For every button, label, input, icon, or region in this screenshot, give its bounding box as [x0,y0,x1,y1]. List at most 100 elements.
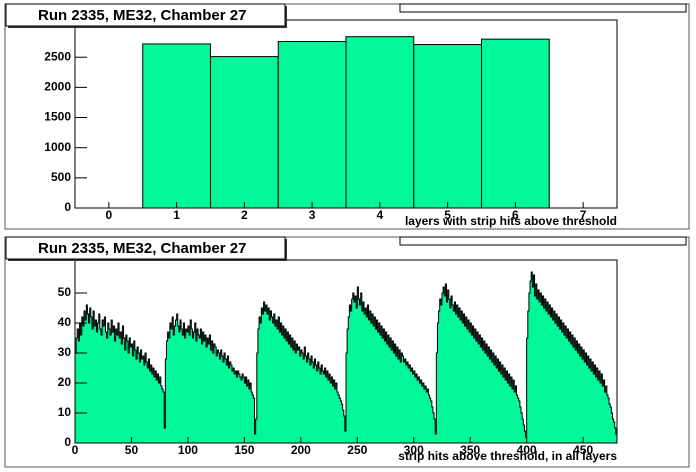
histogram-bar [225,359,227,443]
histogram-bar [489,359,491,443]
histogram-bar [281,335,284,443]
histogram-bar [87,314,89,443]
histogram-bar [364,314,366,443]
histogram-bar [339,398,341,443]
histogram-bar [327,380,330,443]
histogram-bar [510,377,513,443]
histogram-bar [158,383,160,443]
histogram-bar [490,350,492,443]
histogram-bar [166,341,168,443]
histogram-bar [182,335,184,443]
y-tick-label: 500 [51,170,71,184]
histogram-bar [257,329,260,443]
histogram-bar [411,368,413,443]
histogram-bar [103,326,105,443]
histogram-bar [96,332,98,443]
histogram-bar [106,338,109,443]
y-tick-label: 0 [64,435,71,449]
histogram-bar [219,359,221,443]
histogram-bar [291,338,294,443]
histogram-bar [294,341,296,443]
histogram-bar [430,401,433,443]
histogram-bar [221,356,224,443]
histogram-bar [240,380,243,443]
histogram-bar [353,302,356,443]
plot-frame [74,259,618,444]
histogram-bar [487,356,489,443]
histogram-bar [326,371,329,443]
histogram-bar [310,356,313,443]
histogram-bar [183,323,185,443]
histogram-bar [521,413,523,443]
histogram-bar [155,371,157,443]
histogram-bar [209,335,211,443]
histogram-bar [351,299,354,443]
histogram-bar [243,377,245,443]
histogram-bar [594,365,596,443]
histogram-bar [417,380,419,443]
x-tick-label: 150 [234,443,254,457]
histogram-bar [167,332,170,443]
histogram-bar [495,356,497,443]
histogram-bar [515,386,517,443]
histogram-bar [531,272,533,443]
histogram-bar [235,371,237,443]
histogram-bar [543,308,546,443]
histogram-bar [553,311,556,443]
histogram-bar [404,359,407,443]
histogram-bar [383,329,385,443]
histogram-bar [422,383,425,443]
y-tick-label: 20 [58,375,72,389]
histogram-bar [169,323,172,443]
histogram-bar [600,383,602,443]
histogram-bar [95,320,97,443]
histogram-bar [402,356,404,443]
histogram-bar [453,311,455,443]
histogram-bar [168,338,171,443]
histogram-bar [563,335,566,443]
x-tick-label: 400 [517,443,537,457]
histogram-bar [476,332,479,443]
histogram-bar [349,305,351,443]
histogram-bar [239,377,242,443]
histogram-bar [592,362,594,443]
histogram-bar [224,353,226,443]
histogram-bar [191,329,193,443]
histogram-bar [522,419,524,443]
y-tick-label: 10 [58,405,72,419]
histogram-bar [604,392,607,443]
histogram-bar [484,353,487,443]
histogram-bar [603,380,605,443]
histogram-bar [309,365,312,443]
histogram-bar [427,389,429,443]
x-tick-label: 6 [512,208,519,222]
histogram-bar [440,305,443,443]
histogram-bar [247,380,250,443]
histogram-bar [499,362,501,443]
histogram-bar [189,335,191,443]
histogram-bar [121,344,123,443]
histogram-bar [137,347,139,443]
histogram-bar [272,323,275,443]
histogram-bar [290,347,293,443]
histogram-bar [172,317,174,443]
histogram-bar [119,338,121,443]
histogram-bar [218,353,220,443]
histogram-bar [336,392,339,443]
histogram-bar [321,365,323,443]
histogram-bar [358,299,360,443]
histogram-bar [576,341,578,443]
histogram-bar [220,350,223,443]
histogram-bar [583,350,585,443]
histogram-bar [76,338,78,443]
histogram-bar [205,347,208,443]
histogram-bar [421,386,424,443]
histogram-bar [443,287,445,443]
histogram-bar [98,314,101,443]
chart-title: Run 2335, ME32, Chamber 27 [38,240,246,257]
histogram-bar [379,335,382,443]
histogram-bar [542,296,544,443]
histogram-bar [480,347,482,443]
histogram-bar [115,329,118,443]
